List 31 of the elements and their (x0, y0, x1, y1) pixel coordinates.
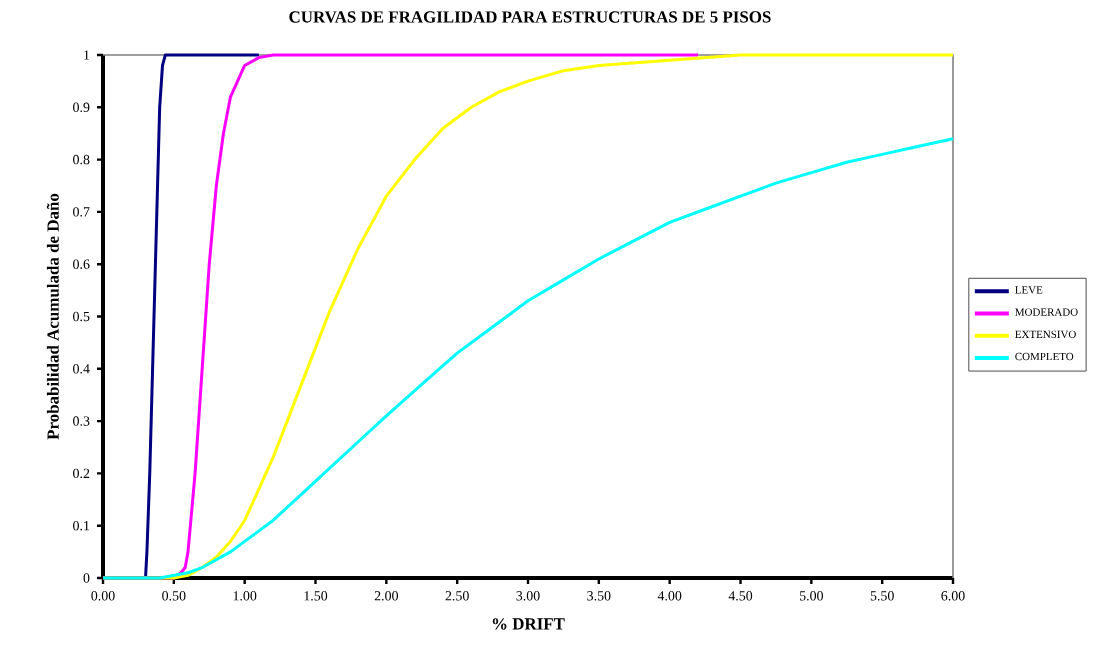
y-tick-label: 0.2 (73, 468, 90, 479)
legend-label: MODERADO (1015, 308, 1078, 316)
chart-title: CURVAS DE FRAGILIDAD PARA ESTRUCTURAS DE 5 PISOS (289, 11, 771, 23)
x-tick-label: 2.00 (374, 591, 398, 601)
x-tick-label: 3.00 (516, 591, 540, 601)
y-tick-label: 0.3 (73, 416, 90, 426)
y-tick-label: 0.1 (73, 520, 90, 531)
y-tick-label: 0.5 (73, 311, 90, 322)
legend-label: LEVE (1015, 286, 1043, 294)
y-axis-title: Probabilidad Acumulada de Daño (46, 193, 59, 440)
x-tick-label: 0.50 (162, 591, 186, 601)
x-tick-label: 1.50 (304, 591, 328, 601)
legend-label: COMPLETO (1015, 352, 1074, 361)
y-tick-label: 0 (83, 573, 90, 583)
x-tick-label: 3.50 (587, 591, 611, 601)
y-tick-label: 1 (84, 50, 90, 60)
y-tick-label: 0.9 (73, 102, 90, 113)
legend-label: EXTENSIVO (1015, 330, 1076, 339)
x-tick-label: 4.50 (728, 591, 753, 601)
y-tick-label: 0.7 (73, 207, 90, 217)
y-tick-label: 0.8 (73, 154, 90, 165)
x-tick-label: 4.00 (657, 591, 682, 601)
x-tick-label: 5.50 (870, 591, 894, 601)
x-tick-label: 2.50 (445, 591, 469, 601)
x-axis-title: % DRIFT (492, 618, 565, 630)
x-tick-label: 1.00 (233, 591, 257, 601)
x-tick-label: 6.00 (941, 591, 965, 601)
y-tick-label: 0.6 (73, 259, 90, 269)
y-tick-label: 0.4 (73, 364, 90, 374)
x-tick-label: 0.00 (91, 591, 115, 601)
x-tick-label: 5.00 (799, 591, 824, 601)
